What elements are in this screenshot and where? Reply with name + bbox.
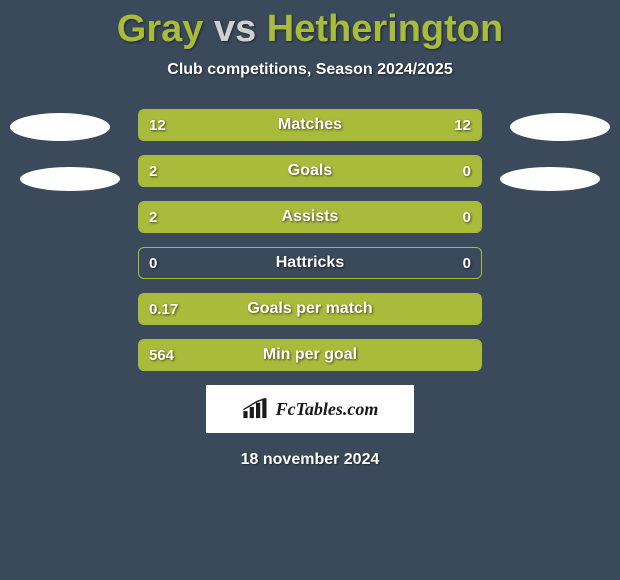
stat-bar: 20Goals xyxy=(138,155,482,187)
source-label: FcTables.com xyxy=(276,399,379,420)
stat-label: Hattricks xyxy=(139,248,481,278)
stat-value-left: 0.17 xyxy=(139,294,188,324)
chart-icon xyxy=(242,398,270,420)
stats-area: 1212Matches20Goals20Assists00Hattricks0.… xyxy=(0,109,620,371)
player2-name: Hetherington xyxy=(267,8,503,50)
stat-bar-fill-left xyxy=(139,340,481,370)
stat-bar-fill-left xyxy=(139,202,402,232)
stat-bars: 1212Matches20Goals20Assists00Hattricks0.… xyxy=(138,109,482,371)
stat-bar: 20Assists xyxy=(138,201,482,233)
source-badge: FcTables.com xyxy=(206,385,414,433)
stat-bar: 0 0Hattricks xyxy=(138,247,482,279)
stat-value-right xyxy=(461,340,481,370)
stat-bar-fill-left xyxy=(139,156,402,186)
stat-value-right: 12 xyxy=(444,110,481,140)
date-label: 18 november 2024 xyxy=(0,451,620,469)
stat-value-left: 0 xyxy=(139,248,167,278)
subtitle: Club competitions, Season 2024/2025 xyxy=(0,61,620,79)
stat-value-left: 12 xyxy=(139,110,176,140)
player1-name: Gray xyxy=(117,8,204,50)
stat-value-right: 0 xyxy=(453,248,481,278)
stat-value-right xyxy=(461,294,481,324)
stat-bar: 0.17Goals per match xyxy=(138,293,482,325)
player1-shadow-icon xyxy=(20,167,120,191)
stat-value-right: 0 xyxy=(453,156,481,186)
vs-label: vs xyxy=(214,8,256,50)
player2-avatar-icon xyxy=(510,113,610,141)
stat-bar: 1212Matches xyxy=(138,109,482,141)
stat-value-right: 0 xyxy=(453,202,481,232)
stat-value-left: 2 xyxy=(139,156,167,186)
player1-avatar-icon xyxy=(10,113,110,141)
stat-bar: 564Min per goal xyxy=(138,339,482,371)
stat-bar-fill-left xyxy=(139,294,481,324)
stat-value-left: 564 xyxy=(139,340,184,370)
comparison-title: Gray vs Hetherington xyxy=(0,0,620,51)
stat-value-left: 2 xyxy=(139,202,167,232)
player2-shadow-icon xyxy=(500,167,600,191)
